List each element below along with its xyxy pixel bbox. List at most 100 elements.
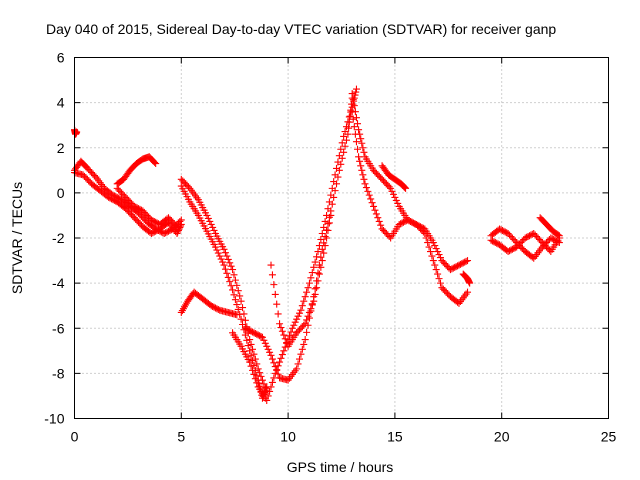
data-point bbox=[330, 193, 338, 201]
data-point bbox=[348, 108, 356, 116]
data-point bbox=[172, 221, 180, 229]
data-point bbox=[359, 171, 367, 179]
data-point bbox=[247, 362, 255, 370]
y-tick-label: -10 bbox=[44, 411, 64, 427]
data-point bbox=[226, 278, 234, 286]
data-point bbox=[224, 273, 232, 281]
data-point bbox=[231, 276, 239, 284]
x-tick-label: 25 bbox=[601, 429, 617, 445]
data-point bbox=[311, 290, 319, 298]
data-point bbox=[325, 219, 333, 227]
data-point bbox=[221, 249, 229, 257]
data-point bbox=[270, 359, 278, 367]
data-point bbox=[344, 130, 352, 138]
data-point bbox=[436, 279, 444, 287]
data-point bbox=[220, 261, 228, 269]
data-point bbox=[400, 183, 408, 191]
data-point bbox=[435, 251, 443, 259]
data-point bbox=[266, 387, 274, 395]
data-point bbox=[274, 310, 282, 318]
data-point bbox=[298, 345, 306, 353]
x-axis-label: GPS time / hours bbox=[287, 459, 394, 475]
data-point bbox=[425, 243, 433, 251]
data-point bbox=[345, 118, 353, 126]
data-point bbox=[286, 332, 294, 340]
data-point bbox=[230, 271, 238, 279]
y-tick-label: 6 bbox=[57, 50, 65, 66]
data-point bbox=[337, 160, 345, 168]
data-point bbox=[260, 336, 268, 344]
data-point bbox=[320, 249, 328, 257]
data-point bbox=[288, 324, 296, 332]
data-point bbox=[213, 246, 221, 254]
data-point bbox=[394, 199, 402, 207]
chart-title: Day 040 of 2015, Sidereal Day-to-day VTE… bbox=[46, 21, 556, 37]
data-point bbox=[431, 242, 439, 250]
y-tick-label: -6 bbox=[52, 320, 65, 336]
data-point bbox=[249, 366, 256, 374]
data-point bbox=[303, 328, 311, 336]
data-point bbox=[294, 312, 302, 320]
data-point bbox=[464, 288, 472, 296]
data-point bbox=[152, 160, 160, 168]
data-point bbox=[266, 348, 274, 356]
data-point bbox=[421, 229, 429, 237]
data-point bbox=[287, 328, 295, 336]
data-point bbox=[391, 193, 399, 201]
x-tick-label: 5 bbox=[177, 429, 185, 445]
data-point bbox=[314, 277, 322, 285]
data-point bbox=[176, 217, 184, 225]
data-point bbox=[257, 333, 265, 341]
data-point bbox=[364, 187, 372, 195]
data-point bbox=[385, 183, 393, 191]
data-point bbox=[308, 301, 316, 309]
data-point bbox=[432, 245, 440, 253]
data-point bbox=[264, 345, 272, 353]
data-point bbox=[352, 85, 360, 93]
data-point bbox=[271, 290, 279, 298]
data-point bbox=[357, 162, 365, 170]
data-point bbox=[313, 284, 321, 292]
data-point bbox=[207, 220, 215, 228]
data-point bbox=[277, 323, 285, 331]
data-point bbox=[239, 320, 247, 328]
data-point bbox=[352, 138, 360, 146]
data-point bbox=[350, 123, 358, 131]
data-point bbox=[247, 352, 255, 360]
data-point bbox=[223, 252, 231, 260]
data-point bbox=[300, 321, 308, 329]
data-point bbox=[267, 383, 275, 391]
data-point bbox=[375, 217, 383, 225]
data-point bbox=[257, 372, 265, 380]
data-point bbox=[224, 255, 232, 263]
y-tick-label: -2 bbox=[52, 230, 65, 246]
data-point bbox=[464, 257, 472, 265]
data-point bbox=[434, 270, 442, 278]
data-point bbox=[335, 166, 343, 174]
data-point bbox=[204, 214, 212, 222]
data-point bbox=[466, 279, 474, 287]
data-point bbox=[278, 327, 286, 335]
data-point bbox=[318, 245, 326, 253]
data-point bbox=[324, 226, 332, 234]
data-point bbox=[310, 263, 318, 271]
data-point bbox=[234, 305, 242, 313]
data-point bbox=[297, 350, 305, 358]
data-point bbox=[300, 340, 308, 348]
data-point bbox=[230, 291, 238, 299]
data-point bbox=[226, 259, 234, 267]
y-axis-label: SDTVAR / TECUs bbox=[9, 182, 25, 294]
data-point bbox=[354, 145, 362, 153]
data-point bbox=[318, 257, 326, 265]
data-point bbox=[281, 335, 289, 343]
data-point bbox=[220, 245, 228, 253]
data-point bbox=[357, 135, 365, 143]
data-point bbox=[298, 302, 306, 310]
data-point bbox=[301, 320, 309, 328]
data-point bbox=[209, 223, 217, 231]
data-point bbox=[314, 248, 322, 256]
data-point bbox=[392, 196, 400, 204]
data-point bbox=[297, 306, 305, 314]
data-point bbox=[219, 258, 227, 266]
